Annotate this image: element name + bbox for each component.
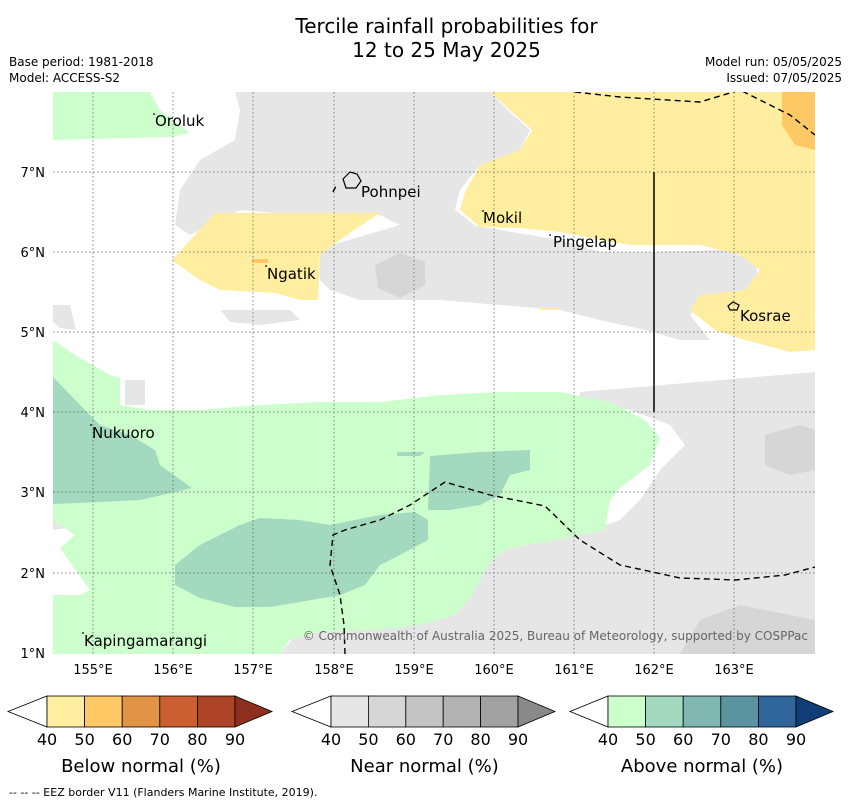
lat-label: 7°N — [21, 166, 46, 181]
near-normal-50-region — [375, 253, 815, 654]
place-label-pingelap: Pingelap — [553, 233, 617, 251]
colorbar-title: Above normal (%) — [621, 756, 783, 777]
colorbar-2: 40 50 60 70 80 90 Near normal (%) — [290, 695, 557, 777]
above-normal-50-region — [53, 377, 530, 607]
colorbar-segment — [442, 695, 482, 728]
place-label-nukuoro: Nukuoro — [92, 424, 155, 442]
lon-label: 162°E — [634, 663, 674, 678]
colorbar-high-extend — [795, 695, 835, 728]
colorbar-segment — [84, 695, 123, 728]
colorbar-segment — [330, 695, 369, 728]
lat-label: 4°N — [21, 406, 46, 421]
colorbar-tick-label: 70 — [711, 730, 731, 749]
colorbar-segment — [159, 695, 198, 728]
colorbar-low-extend — [568, 695, 609, 728]
lat-label: 5°N — [21, 326, 46, 341]
colorbar-high-extend — [234, 695, 274, 728]
colorbar-segment — [720, 695, 759, 728]
lat-label: 2°N — [21, 567, 46, 582]
place-label-pohnpei: Pohnpei — [361, 183, 421, 201]
lon-label: 163°E — [714, 663, 754, 678]
colorbar-tick-label: 50 — [358, 730, 378, 749]
colorbar-segment — [645, 695, 684, 728]
pohnpei-island — [342, 171, 362, 189]
colorbar-tick-label: 40 — [321, 730, 341, 749]
colorbar-tick-label: 80 — [187, 730, 207, 749]
colorbar-segment — [46, 695, 85, 728]
colorbar-tick-label: 70 — [433, 730, 453, 749]
lat-label: 6°N — [21, 246, 46, 261]
colorbar-segment — [405, 695, 444, 728]
colorbar-tick-label: 60 — [396, 730, 416, 749]
colorbar-segment — [121, 695, 161, 728]
map-title-line1: Tercile rainfall probabilities for — [295, 14, 598, 38]
map-plot-area: Oroluk Pohnpei Mokil Pingelap Ngatik Kos… — [53, 92, 815, 654]
colorbar-segment — [758, 695, 797, 728]
place-label-ngatik: Ngatik — [267, 265, 316, 283]
colorbar-tick-label: 60 — [673, 730, 693, 749]
eez-legend-text: -- -- -- EEZ border V11 (Flanders Marine… — [9, 786, 318, 799]
place-label-kapingamarangi: Kapingamarangi — [84, 632, 207, 650]
colorbar-segment — [367, 695, 407, 728]
lat-label: 3°N — [21, 486, 46, 501]
colorbar-title: Near normal (%) — [350, 756, 499, 777]
place-label-kosrae: Kosrae — [740, 307, 791, 325]
grid-lines — [53, 92, 815, 654]
colorbar-low-extend — [290, 695, 332, 728]
eez-border — [329, 92, 815, 654]
base-period-text: Base period: 1981-2018 — [9, 55, 154, 69]
map-title-line2: 12 to 25 May 2025 — [352, 38, 541, 62]
lat-label: 1°N — [21, 647, 46, 662]
lon-label: 161°E — [554, 663, 594, 678]
colorbar-segment — [607, 695, 646, 728]
colorbar-tick-label: 50 — [74, 730, 94, 749]
colorbar-high-extend — [517, 695, 557, 728]
colorbar-tick-label: 90 — [786, 730, 806, 749]
lon-label: 156°E — [153, 663, 193, 678]
model-text: Model: ACCESS-S2 — [9, 71, 121, 85]
lon-label: 155°E — [73, 663, 113, 678]
issued-text: Issued: 07/05/2025 — [726, 71, 842, 85]
kosrae-island — [727, 301, 740, 311]
colorbar-tick-label: 60 — [112, 730, 132, 749]
colorbar-tick-label: 50 — [635, 730, 655, 749]
lon-label: 159°E — [394, 663, 434, 678]
atoll-markers — [82, 113, 551, 634]
copyright-text: © Commonwealth of Australia 2025, Bureau… — [303, 629, 808, 643]
model-run-text: Model run: 05/05/2025 — [704, 55, 842, 69]
colorbar-tick-label: 40 — [598, 730, 618, 749]
colorbar-segment — [480, 695, 519, 728]
colorbar-low-extend — [6, 695, 48, 728]
below-normal-region — [172, 92, 815, 352]
place-label-oroluk: Oroluk — [155, 112, 204, 130]
colorbar-segment — [682, 695, 722, 728]
colorbar-tick-label: 80 — [470, 730, 490, 749]
colorbar-title: Below normal (%) — [61, 756, 221, 777]
colorbar-tick-label: 70 — [150, 730, 170, 749]
place-label-mokil: Mokil — [483, 209, 522, 227]
lon-label: 158°E — [314, 663, 354, 678]
colorbar-segment — [196, 695, 236, 728]
lon-label: 160°E — [474, 663, 514, 678]
colorbar-tick-label: 90 — [225, 730, 245, 749]
colorbar-tick-label: 90 — [508, 730, 528, 749]
colorbar-tick-label: 80 — [748, 730, 768, 749]
lon-label: 157°E — [233, 663, 273, 678]
colorbar-tick-label: 40 — [37, 730, 57, 749]
